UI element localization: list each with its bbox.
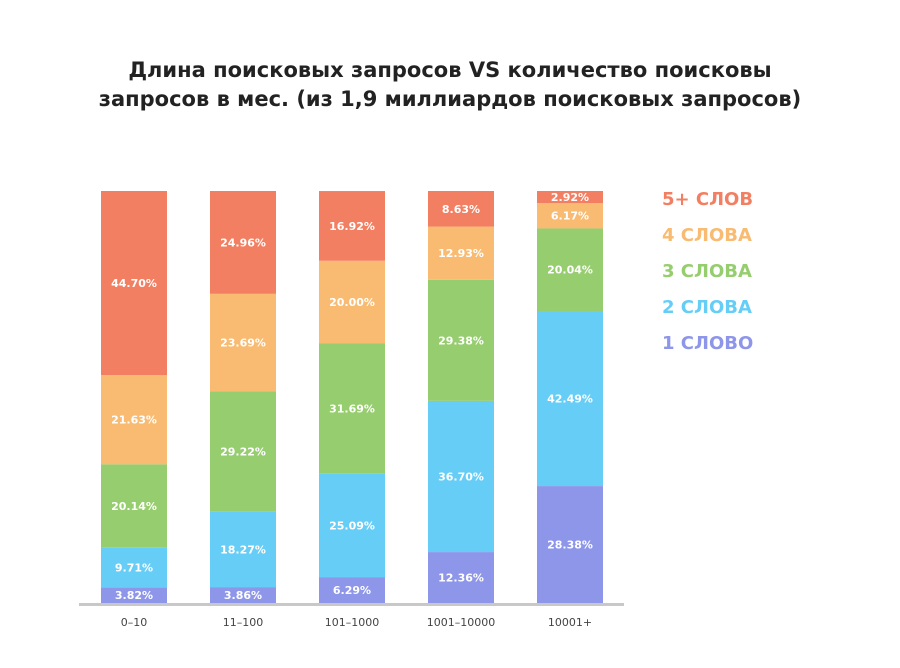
segment-value-label: 6.17%	[551, 210, 589, 223]
bar-segment	[101, 587, 167, 603]
bar-segment	[428, 400, 494, 553]
bar-segment	[537, 311, 603, 487]
segment-value-label: 20.14%	[111, 500, 157, 513]
chart-title-line-2: запросов в мес. (из 1,9 миллиардов поиск…	[98, 87, 802, 111]
bar-segment	[428, 226, 494, 280]
bar-segment	[319, 473, 385, 578]
bar-segment	[537, 191, 603, 204]
chart-title: Длина поисковых запросов VS количество п…	[0, 56, 900, 114]
segment-value-label: 6.29%	[333, 584, 371, 597]
bar-segment	[319, 577, 385, 603]
bar-segment	[210, 391, 276, 512]
segment-value-label: 42.49%	[547, 393, 593, 406]
segment-value-label: 8.63%	[442, 203, 480, 216]
bar-segment	[210, 293, 276, 392]
segment-value-label: 25.09%	[329, 519, 375, 532]
x-tick-label: 0–10	[121, 616, 148, 629]
segment-value-label: 29.22%	[220, 446, 266, 459]
x-tick-label: 11–100	[223, 616, 264, 629]
legend-item: 2 СЛОВА	[662, 297, 752, 318]
segment-value-label: 36.70%	[438, 470, 484, 483]
bar-segment	[319, 191, 385, 261]
bar-segment	[210, 191, 276, 294]
segment-value-label: 44.70%	[111, 277, 157, 290]
bar-segment	[101, 375, 167, 465]
bar-segment	[101, 191, 167, 376]
bar-segment	[101, 547, 167, 588]
segment-value-label: 2.92%	[551, 191, 589, 204]
bar-segment	[319, 343, 385, 474]
chart-title-line-1: Длина поисковых запросов VS количество п…	[128, 58, 772, 82]
segment-value-label: 29.38%	[438, 334, 484, 347]
legend-item: 5+ СЛОВ	[662, 189, 754, 210]
segment-value-label: 16.92%	[329, 220, 375, 233]
segment-value-label: 21.63%	[111, 414, 157, 427]
segment-value-label: 12.93%	[438, 247, 484, 260]
segment-value-label: 12.36%	[438, 572, 484, 585]
chart-legend: 5+ СЛОВ 4 СЛОВА 3 СЛОВА 2 СЛОВА 1 СЛОВО	[662, 188, 753, 368]
segment-value-label: 31.69%	[329, 402, 375, 415]
x-tick-label: 10001+	[548, 616, 592, 629]
bar-segment	[537, 486, 603, 603]
segment-value-label: 3.82%	[115, 589, 153, 602]
segment-value-label: 24.96%	[220, 236, 266, 249]
bar-segment	[428, 552, 494, 603]
segment-value-label: 28.38%	[547, 539, 593, 552]
segment-value-label: 18.27%	[220, 543, 266, 556]
bar-segment	[428, 279, 494, 401]
legend-item: 1 СЛОВО	[662, 333, 754, 354]
segment-value-label: 23.69%	[220, 337, 266, 350]
bar-segment	[319, 260, 385, 344]
bar-segment	[210, 587, 276, 603]
legend-item: 4 СЛОВА	[662, 225, 752, 246]
segment-value-label: 20.00%	[329, 296, 375, 309]
bar-segment	[537, 228, 603, 312]
legend-item: 3 СЛОВА	[662, 261, 752, 282]
bar-segment	[428, 191, 494, 227]
x-tick-label: 101–1000	[325, 616, 380, 629]
bar-segment	[101, 464, 167, 548]
segment-value-label: 3.86%	[224, 589, 262, 602]
x-tick-label: 1001–10000	[427, 616, 496, 629]
segment-value-label: 20.04%	[547, 264, 593, 277]
bar-segment	[537, 203, 603, 229]
segment-value-label: 9.71%	[115, 561, 153, 574]
bar-segment	[210, 511, 276, 588]
